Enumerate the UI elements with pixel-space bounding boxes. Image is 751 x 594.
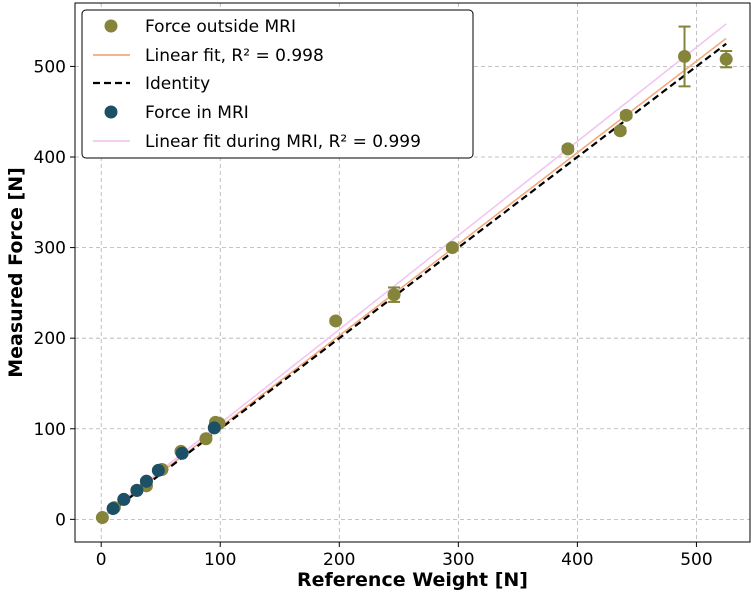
point-outside-mri [387,288,401,302]
x-tick-label: 0 [96,550,107,570]
x-tick-label: 100 [204,550,236,570]
y-tick-label: 400 [34,148,66,168]
y-tick-label: 500 [34,57,66,77]
point-in-mri [106,501,120,515]
x-tick-label: 400 [561,550,593,570]
legend: Force outside MRI Linear fit, R² = 0.998… [81,9,474,159]
point-outside-mri [199,432,213,446]
point-in-mri [117,492,131,506]
plot-frame [74,2,751,543]
y-tick-label: 300 [34,239,66,259]
y-tick-label: 200 [34,329,66,349]
point-in-mri [175,446,189,460]
point-outside-mri [561,142,575,156]
legend-label-inside: Force in MRI [145,103,249,123]
point-outside-mri [619,108,633,122]
y-tick-label: 100 [34,420,66,440]
point-layer [95,25,733,525]
legend-label-fit-outside: Linear fit, R² = 0.998 [145,46,324,66]
point-in-mri [139,474,153,488]
point-in-mri [207,421,221,435]
x-tick-label: 500 [680,550,712,570]
legend-marker-inside [104,105,118,119]
x-tick-label: 300 [442,550,474,570]
x-axis-title: Reference Weight [N] [297,569,528,591]
point-outside-mri [613,124,627,138]
legend-box [81,9,474,159]
point-outside-mri [329,314,343,328]
point-in-mri [151,463,165,477]
point-outside-mri [678,49,692,63]
identity-line [100,42,727,521]
legend-label-identity: Identity [145,74,210,94]
y-axis-title: Measured Force [N] [5,167,27,378]
point-outside-mri [95,511,109,525]
y-tick-label: 0 [55,510,66,530]
point-outside-mri [719,52,733,66]
legend-marker-outside [104,19,118,33]
point-outside-mri [445,241,459,255]
point-in-mri [130,483,144,497]
legend-label-fit-inside: Linear fit during MRI, R² = 0.999 [145,132,421,152]
x-tick-label: 200 [323,550,355,570]
legend-label-outside: Force outside MRI [145,17,296,37]
ticks: 0 100 200 300 400 500 0 100 200 300 400 500 [34,57,713,570]
